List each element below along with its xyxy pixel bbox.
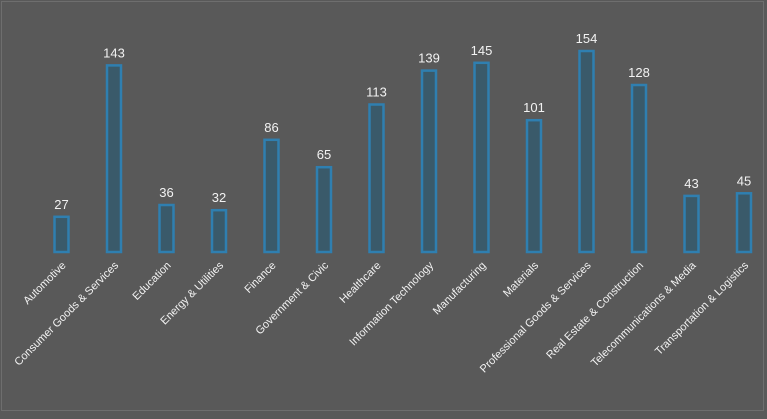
bar-healthcare	[368, 103, 385, 254]
category-label: Transportation & Logistics	[653, 259, 751, 357]
data-label: 143	[103, 45, 125, 60]
bar-real-estate-construction	[630, 83, 648, 254]
bar-government-civic	[315, 165, 333, 254]
data-label: 45	[737, 173, 751, 188]
data-label: 65	[317, 147, 331, 162]
bar-automotive	[53, 215, 70, 254]
data-label: 43	[684, 176, 698, 191]
data-label: 154	[576, 31, 598, 46]
data-label: 113	[366, 85, 387, 100]
category-label: Real Estate & Construction	[544, 260, 646, 362]
data-label: 27	[54, 197, 68, 212]
data-label: 86	[264, 120, 278, 135]
category-label: Manufacturing	[431, 260, 489, 318]
bars-group: 27 Automotive 143 Consumer Goods & Services…	[12, 31, 753, 375]
bar-manufacturing	[473, 61, 490, 254]
category-label: Consumer Goods & Services	[12, 259, 121, 368]
bar-energy-utilities	[210, 208, 228, 254]
bar-transportation-logistics	[735, 192, 753, 254]
category-label: Automotive	[21, 260, 68, 307]
bar-professional-goods-services	[578, 49, 595, 254]
bar-telecommunications-media	[683, 194, 700, 254]
bar-materials	[525, 118, 543, 254]
bar-information-technology	[420, 69, 438, 254]
category-label: Professional Goods & Services	[478, 259, 594, 375]
data-label: 128	[628, 65, 650, 80]
data-label: 32	[212, 190, 226, 205]
category-label: Healthcare	[338, 260, 384, 306]
data-label: 145	[471, 43, 493, 58]
category-label: Finance	[242, 260, 278, 296]
category-label: Telecommunications & Media	[589, 259, 699, 369]
category-label: Information Technology	[347, 259, 436, 348]
bar-consumer-goods-services	[105, 64, 123, 254]
data-label: 139	[418, 51, 440, 66]
data-label: 36	[159, 185, 173, 200]
category-label: Materials	[501, 259, 541, 299]
bar-education	[158, 203, 175, 254]
bar-finance	[263, 138, 280, 254]
data-label: 101	[523, 100, 545, 115]
category-label: Education	[131, 260, 174, 303]
